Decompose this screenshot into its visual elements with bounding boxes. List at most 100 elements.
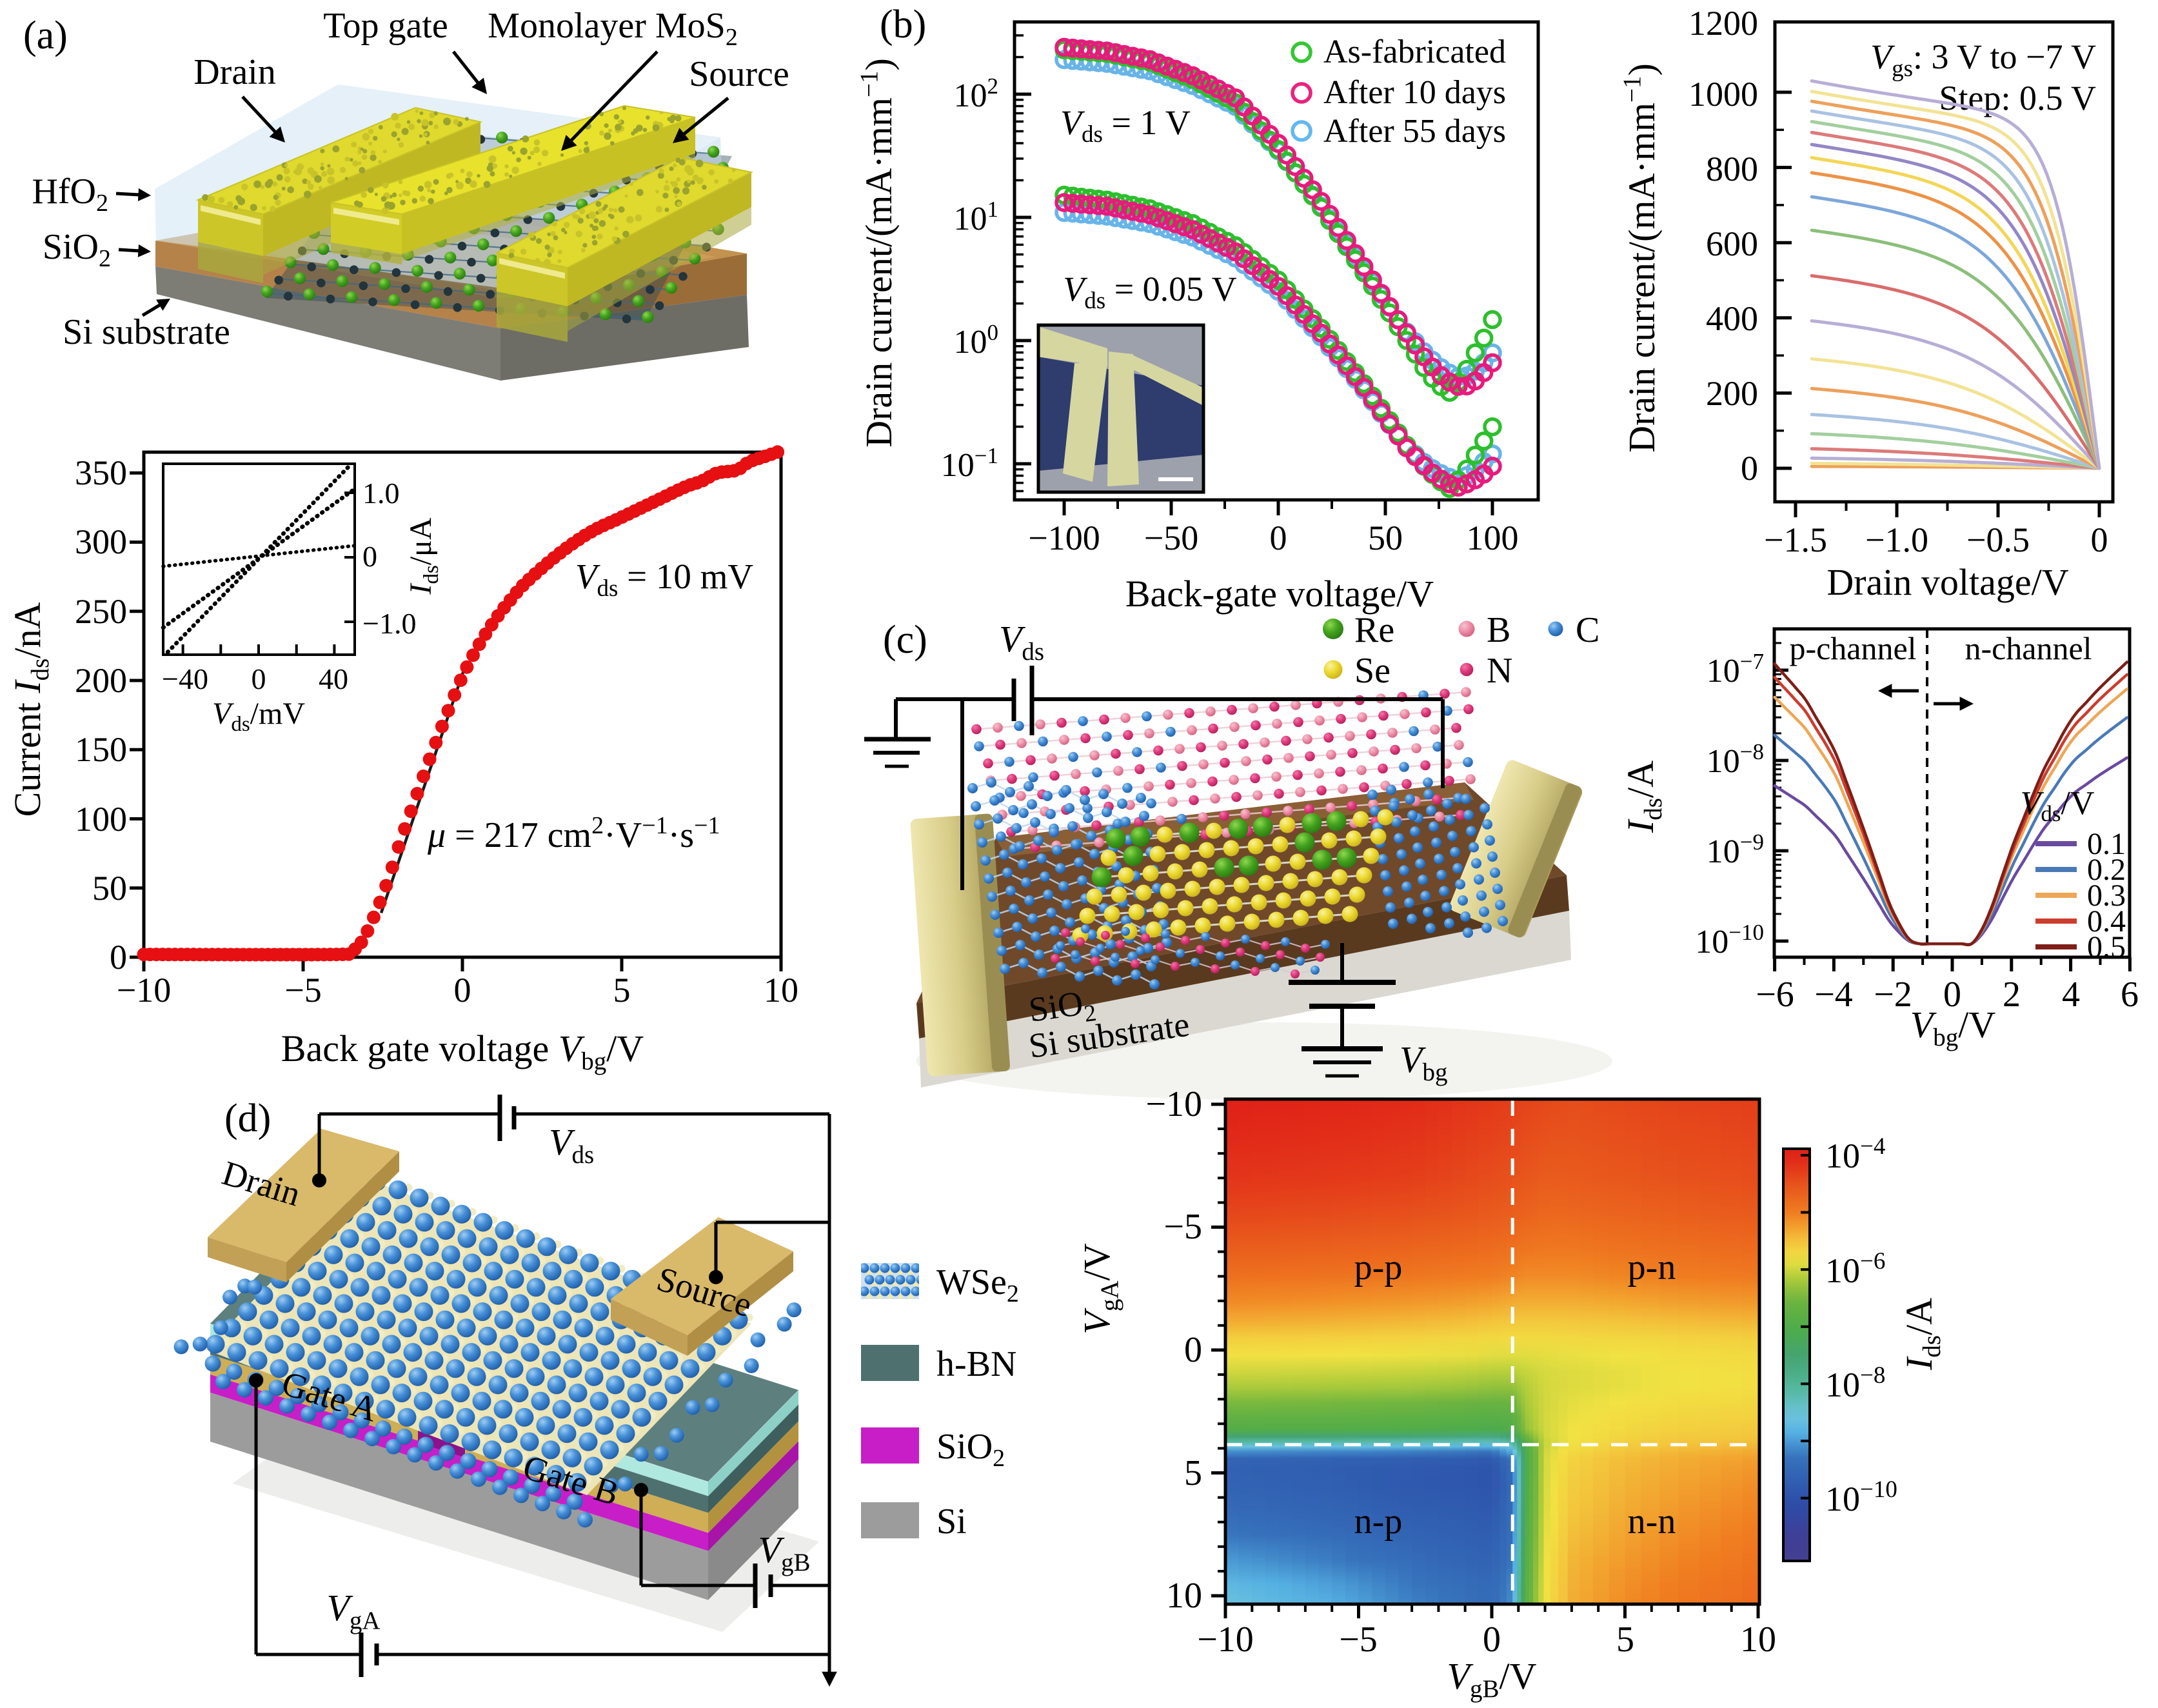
svg-text:After 55 days: After 55 days: [1323, 113, 1506, 150]
svg-text:0: 0: [1270, 519, 1287, 557]
svg-text:10−8​: 10−8​: [1825, 1362, 1885, 1404]
svg-text:600: 600: [1706, 224, 1758, 263]
svg-text:10: 10: [1166, 1576, 1202, 1616]
svg-text:100: 100: [75, 800, 127, 839]
svg-text:Si: Si: [936, 1502, 967, 1542]
svg-text:SiO2​: SiO2​: [936, 1427, 1005, 1472]
svg-text:−1.5: −1.5: [1764, 521, 1827, 559]
svg-text:10: 10: [764, 971, 798, 1009]
svg-text:Vds​ = 0.05 V: Vds​ = 0.05 V: [1063, 270, 1236, 314]
svg-text:400: 400: [1706, 299, 1758, 338]
svg-text:SiO2​: SiO2​: [1026, 982, 1098, 1035]
svg-text:Si substrate: Si substrate: [63, 312, 230, 352]
svg-text:100​: 100​: [954, 320, 999, 361]
svg-text:−5: −5: [1339, 1620, 1378, 1660]
svg-text:1000: 1000: [1688, 75, 1758, 114]
svg-text:40: 40: [319, 662, 348, 695]
svg-text:p-p: p-p: [1354, 1247, 1403, 1287]
svg-text:250: 250: [75, 592, 127, 631]
svg-text:0: 0: [110, 938, 127, 977]
svg-text:800: 800: [1706, 150, 1758, 188]
svg-text:−1.0: −1.0: [1865, 521, 1928, 559]
svg-text:B: B: [1487, 610, 1510, 650]
svg-text:After 10 days: After 10 days: [1323, 74, 1506, 111]
svg-text:10−10​: 10−10​: [1695, 920, 1764, 960]
svg-text:(d): (d): [224, 1097, 271, 1140]
svg-text:10−7​: 10−7​: [1707, 649, 1764, 690]
svg-text:Vds​ = 10 mV: Vds​ = 10 mV: [575, 557, 754, 602]
svg-text:10−6​: 10−6​: [1825, 1248, 1885, 1290]
svg-text:100: 100: [1467, 519, 1519, 557]
svg-text:Drain current/(mA·mm−1​): Drain current/(mA·mm−1​): [1618, 63, 1663, 453]
svg-text:Vds​/mV: Vds​/mV: [212, 697, 305, 736]
svg-text:Vbg​: Vbg​: [1400, 1038, 1447, 1086]
svg-text:Top gate: Top gate: [323, 6, 448, 46]
svg-text:1.0: 1.0: [362, 477, 400, 510]
svg-text:0: 0: [1741, 449, 1758, 488]
svg-text:Drain voltage/V: Drain voltage/V: [1826, 561, 2068, 603]
svg-text:0: 0: [1483, 1620, 1501, 1660]
svg-text:10−1​: 10−1​: [941, 443, 998, 484]
svg-text:h-BN: h-BN: [936, 1344, 1016, 1384]
svg-text:5: 5: [1184, 1453, 1202, 1493]
svg-text:10−9​: 10−9​: [1707, 829, 1764, 870]
svg-text:−40: −40: [162, 662, 208, 695]
svg-text:2: 2: [2003, 975, 2021, 1015]
svg-text:200: 200: [75, 661, 127, 700]
svg-text:10−4​: 10−4​: [1825, 1133, 1885, 1175]
svg-text:Drain: Drain: [193, 52, 276, 92]
svg-text:10: 10: [1740, 1620, 1776, 1660]
svg-text:0: 0: [252, 662, 266, 695]
svg-text:0: 0: [2091, 521, 2108, 559]
svg-text:−0.5: −0.5: [1966, 521, 2030, 559]
svg-text:Ids​/A: Ids​/A: [1898, 1298, 1946, 1371]
svg-text:n-n: n-n: [1628, 1502, 1676, 1542]
svg-text:VgA​/V: VgA​/V: [1076, 1243, 1124, 1334]
svg-text:0.4: 0.4: [2087, 904, 2126, 938]
svg-text:102​: 102​: [954, 74, 999, 114]
svg-text:VgA​: VgA​: [326, 1587, 380, 1634]
svg-text:−10: −10: [1197, 1620, 1254, 1660]
svg-text:0: 0: [454, 971, 471, 1009]
svg-text:0.3: 0.3: [2087, 879, 2126, 913]
svg-text:−50: −50: [1144, 519, 1198, 557]
svg-text:Ids​/A: Ids​/A: [1619, 760, 1667, 833]
svg-text:Source: Source: [689, 54, 789, 94]
svg-text:10−10​: 10−10​: [1825, 1476, 1897, 1518]
svg-text:−5: −5: [284, 971, 321, 1009]
svg-text:C: C: [1576, 610, 1599, 650]
svg-text:VgB​: VgB​: [758, 1529, 811, 1576]
svg-text:Vgs​: 3 V to −7 V: Vgs​: 3 V to −7 V: [1870, 37, 2096, 82]
svg-text:−5: −5: [1163, 1207, 1202, 1247]
svg-text:Re: Re: [1354, 610, 1394, 650]
svg-text:Back-gate voltage/V: Back-gate voltage/V: [1125, 573, 1434, 615]
svg-text:200: 200: [1706, 374, 1758, 413]
svg-text:Step: 0.5 V: Step: 0.5 V: [1939, 79, 2096, 117]
svg-text:0: 0: [362, 540, 377, 573]
svg-text:10−8​: 10−8​: [1707, 739, 1764, 780]
svg-text:6: 6: [2121, 975, 2139, 1015]
svg-text:150: 150: [75, 730, 127, 769]
svg-text:n-p: n-p: [1354, 1502, 1403, 1542]
svg-text:−10: −10: [117, 971, 171, 1009]
svg-text:Monolayer MoS2​: Monolayer MoS2​: [488, 6, 738, 51]
svg-text:0: 0: [1184, 1330, 1202, 1370]
svg-text:Current Ids​/nA: Current Ids​/nA: [6, 602, 54, 817]
svg-text:Ids​/μA: Ids​/μA: [404, 517, 443, 595]
svg-text:HfO2​: HfO2​: [32, 172, 108, 217]
svg-text:Vds​ = 1 V: Vds​ = 1 V: [1060, 103, 1191, 148]
svg-text:Vds​: Vds​: [549, 1121, 594, 1169]
svg-text:4: 4: [2062, 975, 2080, 1015]
svg-text:0.2: 0.2: [2087, 853, 2126, 887]
svg-text:Drain current/(mA·mm−1​): Drain current/(mA·mm−1​): [855, 58, 900, 448]
svg-text:Vds​: Vds​: [999, 618, 1044, 666]
svg-text:As-fabricated: As-fabricated: [1323, 34, 1506, 70]
svg-text:WSe2​: WSe2​: [936, 1262, 1019, 1307]
svg-text:0: 0: [1943, 975, 1961, 1015]
svg-text:5: 5: [613, 971, 631, 1009]
svg-text:(b): (b): [880, 3, 926, 46]
svg-text:Vbg​/V: Vbg​/V: [1910, 1004, 1996, 1051]
svg-text:50: 50: [1368, 519, 1403, 557]
svg-text:(a): (a): [23, 14, 68, 57]
svg-text:VgB​/V: VgB​/V: [1447, 1655, 1537, 1703]
